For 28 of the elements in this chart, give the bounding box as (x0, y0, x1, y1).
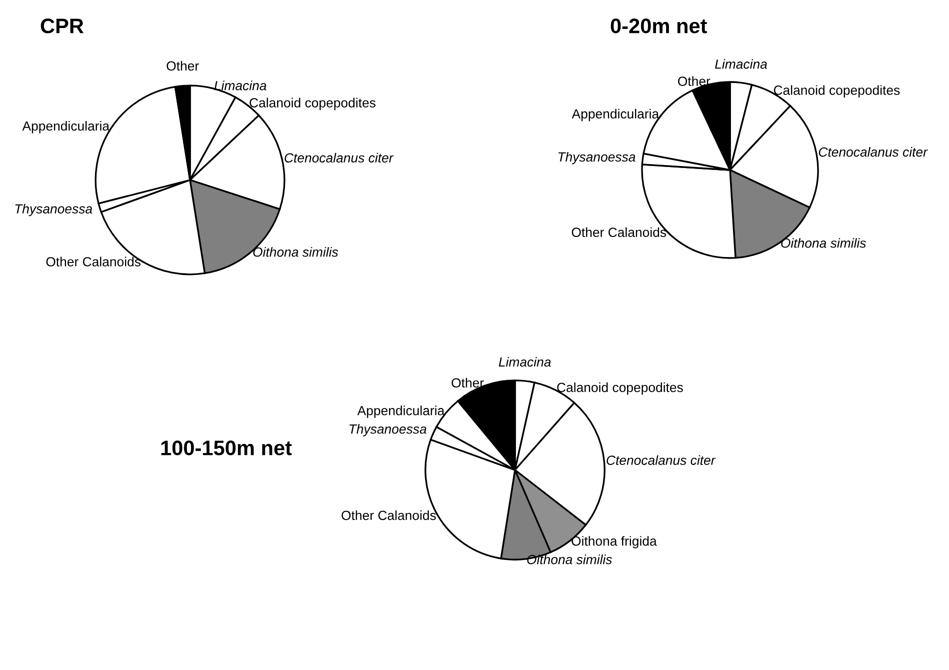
slice-label: Ctenocalanus citer (606, 455, 716, 465)
chart-title: 0-20m net (610, 18, 708, 34)
slice-label: Other Calanoids (46, 256, 141, 266)
slice-label: Appendicularia (572, 108, 660, 122)
slice-label: Oithona similis (253, 247, 338, 257)
slice-label: Thysanoessa (558, 152, 636, 164)
slice-label: Oithona similis (781, 238, 866, 248)
chart-title: CPR (40, 18, 84, 34)
slice-label: Limacina (498, 356, 551, 367)
slice-label: Other Calanoids (572, 227, 666, 238)
slice-label: Other (452, 378, 484, 388)
slice-label: Limacina (214, 80, 266, 90)
slice-label: Oithona similis (527, 554, 612, 564)
slice-label: Thysanoessa (15, 204, 92, 216)
slice-label: Other (678, 76, 710, 86)
slice-label: Other (166, 60, 199, 71)
slice-label: Calanoid copepodites (557, 382, 683, 395)
slice-label: Calanoid copepodites (250, 98, 376, 110)
slice-label: Appendicularia (22, 120, 110, 134)
text: 100-150m net (161, 440, 292, 456)
slice-label: Calanoid copepodites (774, 85, 900, 98)
slice-label: Ctenocalanus citer (284, 152, 394, 163)
slice-label: Oithona frigida (572, 536, 657, 548)
slice-label: Appendicularia (357, 406, 445, 418)
slice-label: Thysanoessa (350, 424, 426, 436)
slice-label: Ctenocalanus citer (818, 147, 928, 157)
slice-label: Limacina (715, 59, 767, 69)
slice-label: Other Calanoids (342, 510, 436, 520)
